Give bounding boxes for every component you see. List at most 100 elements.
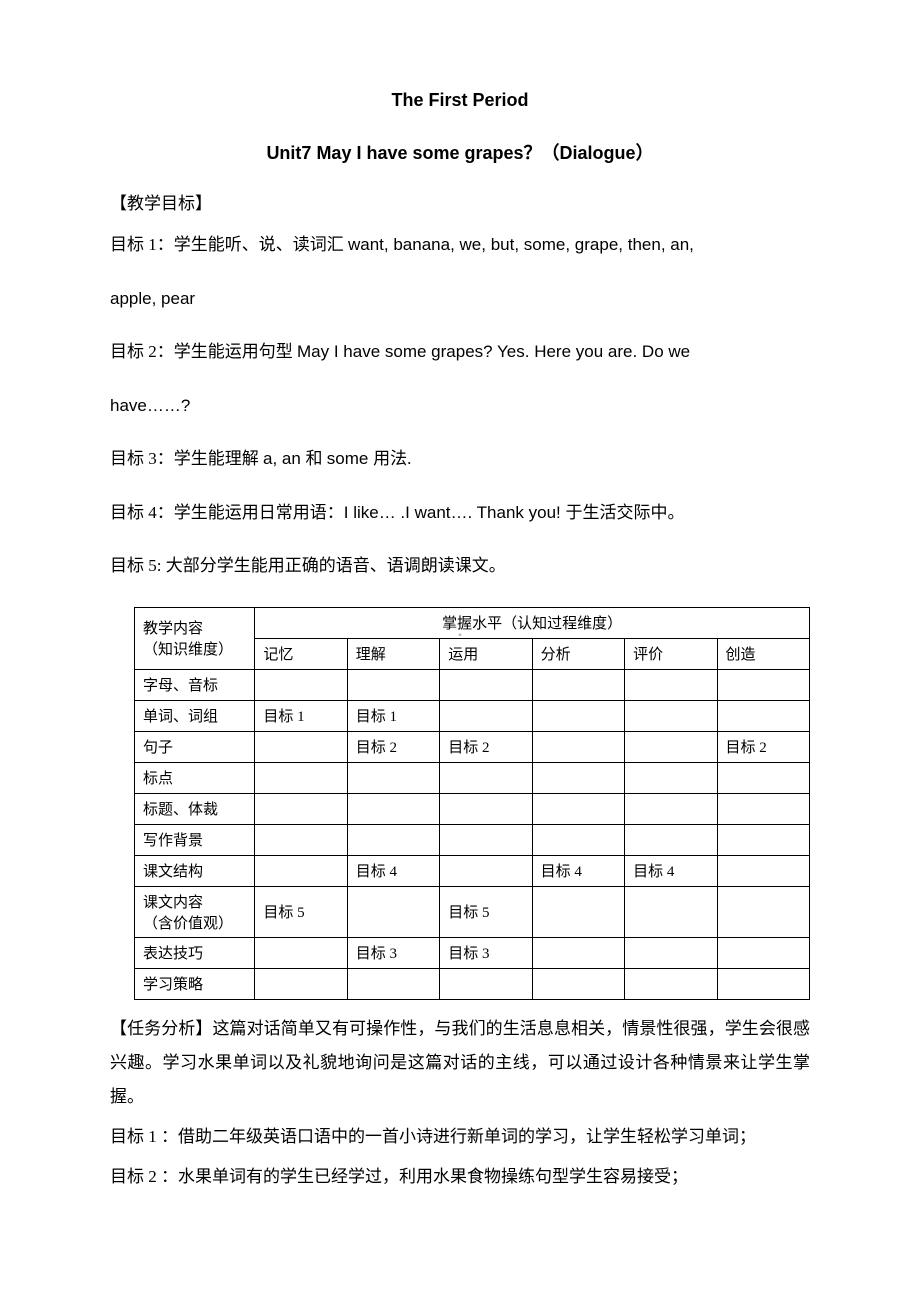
table-cell xyxy=(440,700,532,731)
title-unit: Unit7 May I have some grapes？（Dialogue） xyxy=(110,139,810,165)
table-cell xyxy=(717,762,810,793)
table-cell xyxy=(255,669,347,700)
table-row: 写作背景 xyxy=(135,824,810,855)
table-row: 标点 xyxy=(135,762,810,793)
analysis-p1: 【任务分析】这篇对话简单又有可操作性，与我们的生活息息相关，情景性很强，学生会很… xyxy=(110,1012,810,1114)
table-cell xyxy=(347,762,439,793)
table-cell xyxy=(347,824,439,855)
title-period: The First Period xyxy=(110,90,810,111)
analysis-p2: 目标 1 ：借助二年级英语口语中的一首小诗进行新单词的学习，让学生轻松学习单词； xyxy=(110,1120,810,1154)
goal-3-a: 目标 3：学生能理解 xyxy=(110,449,263,468)
goal-4-c: 于生活交际中。 xyxy=(565,503,684,522)
table-row: 字母、音标 xyxy=(135,669,810,700)
table-row: 学习策略 xyxy=(135,968,810,999)
goal-2-cn: 目标 2：学生能运用句型 xyxy=(110,342,297,361)
table-cell xyxy=(717,968,810,999)
table-cell xyxy=(440,669,532,700)
table-cell xyxy=(532,669,624,700)
col-analyze: 分析 xyxy=(532,638,624,669)
table-row: 课文内容（含价值观）目标 5目标 5 xyxy=(135,886,810,937)
analysis-p3: 目标 2 ：水果单词有的学生已经学过，利用水果食物操练句型学生容易接受； xyxy=(110,1160,810,1194)
goal-4-b: I like… .I want…. Thank you! xyxy=(344,503,566,522)
table-cell xyxy=(625,669,717,700)
table-cell xyxy=(717,669,810,700)
goal-2-cont: have……? xyxy=(110,393,810,419)
table-cell xyxy=(532,762,624,793)
col-understand: 理解 xyxy=(347,638,439,669)
goal-3-e: 用法. xyxy=(373,449,411,468)
goal-3-c: 和 xyxy=(306,449,327,468)
row-label: 单词、词组 xyxy=(135,700,255,731)
section-teaching-goals: 【教学目标】 xyxy=(110,189,810,214)
table-cell xyxy=(625,937,717,968)
col-memory: 记忆 xyxy=(255,638,347,669)
table-row: 单词、词组目标 1目标 1 xyxy=(135,700,810,731)
title-unit-q: ？（ xyxy=(524,143,560,163)
table-cell xyxy=(255,824,347,855)
table-cell xyxy=(255,937,347,968)
goal-1-words2: apple, pear xyxy=(110,289,195,308)
table-cell xyxy=(347,886,439,937)
table-cell xyxy=(532,937,624,968)
table-cell xyxy=(717,886,810,937)
row-label: 课文结构 xyxy=(135,855,255,886)
table-cell: 目标 4 xyxy=(625,855,717,886)
table-cell xyxy=(625,793,717,824)
header-content: 教学内容 （知识维度） xyxy=(135,607,255,669)
header-content-l1: 教学内容 xyxy=(143,621,203,637)
goal-3-d: some xyxy=(327,449,373,468)
table-cell xyxy=(440,762,532,793)
table-cell xyxy=(347,669,439,700)
table-cell xyxy=(625,968,717,999)
goal-5: 目标 5: 大部分学生能用正确的语音、语调朗读课文。 xyxy=(110,553,810,579)
table-header-row-1: 教学内容 （知识维度） 掌握水平（认知过程维度） xyxy=(135,607,810,638)
col-create: 创造 xyxy=(717,638,810,669)
table-cell xyxy=(717,937,810,968)
table-cell xyxy=(440,793,532,824)
table-cell xyxy=(625,886,717,937)
row-label: 课文内容（含价值观） xyxy=(135,886,255,937)
table-cell: 目标 1 xyxy=(255,700,347,731)
table-row: 句子目标 2目标 2目标 2 xyxy=(135,731,810,762)
header-content-l2: （知识维度） xyxy=(143,642,233,658)
table-cell xyxy=(532,793,624,824)
row-label: 句子 xyxy=(135,731,255,762)
goal-4-a: 目标 4：学生能运用日常用语： xyxy=(110,503,344,522)
table-cell xyxy=(625,762,717,793)
table-cell xyxy=(717,824,810,855)
goal-4: 目标 4：学生能运用日常用语：I like… .I want…. Thank y… xyxy=(110,500,810,526)
table-cell xyxy=(347,968,439,999)
table-row: 标题、体裁 xyxy=(135,793,810,824)
title-unit-latin: Unit7 May I have some grapes xyxy=(266,143,523,163)
table-cell xyxy=(532,886,624,937)
document-page: The First Period Unit7 May I have some g… xyxy=(0,0,920,1254)
goal-1-words: want, banana, we, but, some, grape, then… xyxy=(348,235,694,254)
table-cell xyxy=(255,968,347,999)
table-cell xyxy=(625,700,717,731)
table-cell xyxy=(717,855,810,886)
goal-1-cont: apple, pear xyxy=(110,286,810,312)
row-label: 表达技巧 xyxy=(135,937,255,968)
goal-3-b: a, an xyxy=(263,449,306,468)
table-cell: 目标 4 xyxy=(532,855,624,886)
table-cell xyxy=(255,731,347,762)
table-cell: 目标 5 xyxy=(440,886,532,937)
table-cell xyxy=(440,824,532,855)
table-cell xyxy=(532,968,624,999)
goal-2-sent: May I have some grapes? Yes. Here you ar… xyxy=(297,342,690,361)
table-cell xyxy=(347,793,439,824)
table-cell xyxy=(625,824,717,855)
goal-1: 目标 1：学生能听、说、读词汇 want, banana, we, but, s… xyxy=(110,232,810,258)
table-cell xyxy=(532,731,624,762)
goal-2: 目标 2：学生能运用句型 May I have some grapes? Yes… xyxy=(110,339,810,365)
row-label: 写作背景 xyxy=(135,824,255,855)
goal-3: 目标 3：学生能理解 a, an 和 some 用法. xyxy=(110,446,810,472)
goals-matrix-table: 教学内容 （知识维度） 掌握水平（认知过程维度） 记忆 理解 运用 分析 评价 … xyxy=(134,607,810,1000)
row-label: 标题、体裁 xyxy=(135,793,255,824)
row-label: 字母、音标 xyxy=(135,669,255,700)
table-cell xyxy=(440,855,532,886)
table-cell xyxy=(255,762,347,793)
title-unit-dialogue: Dialogue xyxy=(560,143,636,163)
col-apply: 运用 xyxy=(440,638,532,669)
table-row: 课文结构目标 4目标 4目标 4 xyxy=(135,855,810,886)
